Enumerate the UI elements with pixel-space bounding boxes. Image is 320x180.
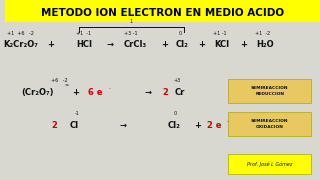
Text: Cl₂: Cl₂ [168, 120, 181, 129]
Text: +: + [161, 39, 168, 48]
FancyBboxPatch shape [228, 79, 311, 103]
Text: Cr: Cr [175, 87, 185, 96]
Text: +1  +6   -2: +1 +6 -2 [7, 30, 34, 35]
Text: (Cr₂O₇): (Cr₂O₇) [21, 87, 54, 96]
Text: -: - [227, 120, 228, 125]
FancyBboxPatch shape [228, 112, 311, 136]
Text: +: + [195, 120, 202, 129]
Text: +1  -1: +1 -1 [76, 30, 91, 35]
Text: →: → [107, 39, 114, 48]
Text: →: → [144, 87, 151, 96]
Text: +6   -2: +6 -2 [51, 78, 68, 82]
Text: Cl: Cl [69, 120, 78, 129]
Text: 2 e: 2 e [207, 120, 222, 129]
Text: +1  -2: +1 -2 [255, 30, 270, 35]
Text: 2: 2 [51, 120, 57, 129]
Text: +: + [198, 39, 205, 48]
Text: SEMIREACCION
OXIDACION: SEMIREACCION OXIDACION [251, 119, 289, 129]
Text: =: = [65, 84, 69, 89]
FancyBboxPatch shape [228, 154, 311, 174]
Text: METODO ION ELECTRON EN MEDIO ACIDO: METODO ION ELECTRON EN MEDIO ACIDO [41, 8, 284, 18]
Text: +1 -1: +1 -1 [213, 30, 227, 35]
Text: -1: -1 [75, 111, 79, 116]
Text: H₂O: H₂O [256, 39, 274, 48]
Text: -: - [108, 87, 110, 91]
Text: CrCl₃: CrCl₃ [124, 39, 147, 48]
Text: Cl₂: Cl₂ [176, 39, 189, 48]
FancyBboxPatch shape [5, 0, 320, 22]
Text: SEMIREACCION
REDUCCION: SEMIREACCION REDUCCION [251, 86, 289, 96]
Text: 0: 0 [174, 111, 177, 116]
Text: K₂Cr₂O₇: K₂Cr₂O₇ [3, 39, 38, 48]
Text: +3: +3 [174, 78, 181, 82]
Text: →: → [120, 120, 127, 129]
Text: +: + [72, 87, 79, 96]
Text: Prof. José L Gómez: Prof. José L Gómez [247, 161, 292, 167]
Text: 6 e: 6 e [88, 87, 103, 96]
Text: +3 -1: +3 -1 [124, 30, 138, 35]
Text: 1: 1 [130, 19, 133, 24]
Text: 0: 0 [179, 30, 182, 35]
Text: HCl: HCl [76, 39, 92, 48]
Text: KCl: KCl [214, 39, 229, 48]
Text: +: + [240, 39, 247, 48]
Text: +: + [47, 39, 54, 48]
Text: 2: 2 [163, 87, 168, 96]
